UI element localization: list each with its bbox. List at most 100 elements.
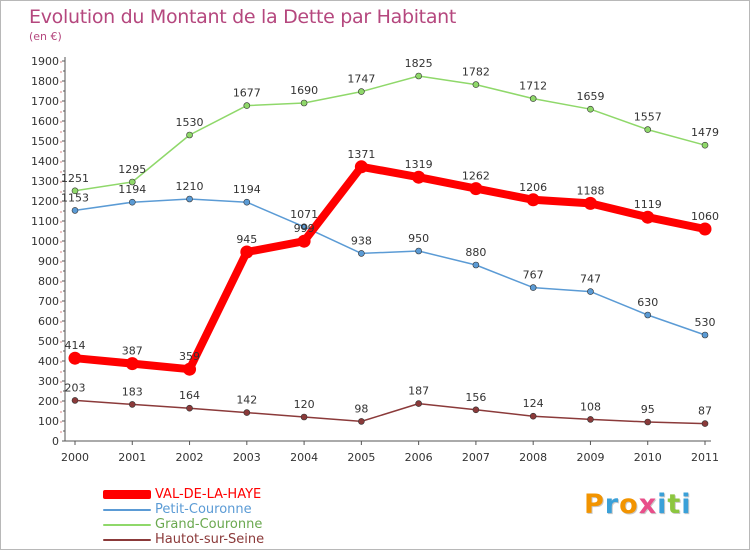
data-point-val-de-la-haye: [125, 357, 139, 371]
y-tick-label: 1900: [31, 55, 59, 68]
proxiti-logo: Proxiti: [584, 489, 692, 520]
x-tick-label: 2011: [691, 451, 719, 464]
data-label-petit-couronne: 630: [637, 296, 658, 309]
data-point-grand-couronne: [587, 105, 594, 113]
data-point-hautot-sur-seine: [701, 420, 709, 427]
data-label-petit-couronne: 1210: [176, 180, 204, 193]
series-line-val-de-la-haye: [71, 162, 709, 374]
data-label-grand-couronne: 1825: [405, 57, 433, 70]
data-label-petit-couronne: 938: [351, 234, 372, 247]
data-point-val-de-la-haye: [354, 160, 368, 174]
x-tick-label: 2001: [118, 451, 146, 464]
data-label-grand-couronne: 1747: [347, 73, 375, 86]
legend-swatch: [103, 508, 151, 511]
data-label-val-de-la-haye: 1206: [519, 181, 547, 194]
data-label-hautot-sur-seine: 87: [698, 405, 712, 418]
chart-subtitle: (en €): [29, 30, 62, 43]
logo-letter: i: [681, 489, 692, 520]
legend-swatch: [103, 490, 151, 499]
data-label-petit-couronne: 1071: [290, 208, 318, 221]
y-tick-label: 1700: [31, 95, 59, 108]
data-label-val-de-la-haye: 1262: [462, 170, 490, 183]
data-label-val-de-la-haye: 1319: [405, 158, 433, 171]
data-point-petit-couronne: [186, 195, 193, 203]
data-point-petit-couronne: [128, 198, 136, 206]
legend-item-grand-couronne: Grand-Couronne: [103, 517, 264, 532]
data-point-grand-couronne: [300, 99, 308, 107]
data-label-petit-couronne: 950: [408, 232, 429, 245]
x-tick-label: 2008: [519, 451, 547, 464]
logo-letter: o: [619, 489, 639, 520]
data-label-val-de-la-haye: 1060: [691, 210, 719, 223]
legend-item-hautot-sur-seine: Hautot-sur-Seine: [103, 532, 264, 547]
data-point-grand-couronne: [128, 178, 136, 186]
data-label-petit-couronne: 880: [465, 246, 486, 259]
data-point-val-de-la-haye: [526, 193, 540, 207]
y-tick-label: 1600: [31, 115, 59, 128]
data-point-grand-couronne: [243, 102, 251, 109]
data-label-hautot-sur-seine: 95: [641, 403, 655, 416]
data-label-grand-couronne: 1295: [118, 163, 146, 176]
data-label-grand-couronne: 1557: [634, 111, 662, 124]
data-point-petit-couronne: [300, 223, 308, 231]
data-point-grand-couronne: [472, 81, 480, 88]
logo-letter: P: [584, 489, 605, 520]
data-point-petit-couronne: [243, 198, 251, 206]
data-label-petit-couronne: 747: [580, 273, 601, 286]
data-point-petit-couronne: [529, 284, 537, 291]
y-tick-label: 600: [38, 315, 59, 328]
data-label-grand-couronne: 1782: [462, 66, 490, 79]
y-tick-label: 300: [38, 375, 59, 388]
x-tick-label: 2002: [176, 451, 204, 464]
data-label-hautot-sur-seine: 142: [236, 394, 257, 407]
y-tick-label: 1400: [31, 155, 59, 168]
data-label-val-de-la-haye: 387: [122, 345, 143, 358]
data-point-petit-couronne: [415, 247, 422, 255]
legend-label: Grand-Couronne: [155, 517, 263, 532]
y-tick-label: 0: [52, 435, 59, 448]
data-label-hautot-sur-seine: 156: [465, 391, 486, 404]
data-label-hautot-sur-seine: 164: [179, 389, 200, 402]
logo-letter: x: [638, 489, 658, 520]
y-tick-label: 1800: [31, 75, 59, 88]
data-label-val-de-la-haye: 359: [179, 350, 200, 363]
y-tick-label: 1500: [31, 135, 59, 148]
data-point-grand-couronne: [644, 126, 652, 133]
data-point-hautot-sur-seine: [644, 418, 652, 426]
data-point-petit-couronne: [358, 250, 365, 257]
y-tick-label: 800: [38, 275, 59, 288]
data-point-hautot-sur-seine: [300, 413, 308, 421]
data-point-hautot-sur-seine: [587, 416, 594, 423]
x-tick-label: 2007: [462, 451, 490, 464]
data-point-val-de-la-haye: [469, 182, 483, 196]
data-label-petit-couronne: 767: [523, 269, 544, 282]
data-point-grand-couronne: [358, 88, 365, 95]
data-point-val-de-la-haye: [183, 362, 197, 376]
series-line-hautot-sur-seine: [74, 399, 706, 425]
data-label-grand-couronne: 1251: [61, 172, 89, 185]
x-tick-label: 2009: [576, 451, 604, 464]
y-tick-label: 500: [38, 335, 59, 348]
legend-label: VAL-DE-LA-HAYE: [155, 487, 262, 502]
data-label-grand-couronne: 1712: [519, 80, 547, 93]
logo-letter: t: [667, 489, 682, 520]
data-label-petit-couronne: 530: [695, 316, 716, 329]
y-tick-label: 1100: [31, 215, 59, 228]
data-label-val-de-la-haye: 945: [236, 233, 257, 246]
data-point-grand-couronne: [415, 72, 422, 80]
series-line-grand-couronne: [74, 75, 706, 192]
data-point-grand-couronne: [186, 131, 193, 139]
data-point-val-de-la-haye: [641, 210, 655, 224]
y-tick-label: 200: [38, 395, 59, 408]
data-point-val-de-la-haye: [698, 222, 712, 236]
legend-swatch: [103, 523, 151, 526]
data-point-hautot-sur-seine: [243, 409, 251, 416]
data-point-petit-couronne: [701, 331, 709, 339]
data-label-hautot-sur-seine: 183: [122, 385, 143, 398]
y-tick-label: 400: [38, 355, 59, 368]
data-label-hautot-sur-seine: 98: [354, 402, 368, 415]
data-label-grand-couronne: 1530: [176, 116, 204, 129]
data-point-petit-couronne: [71, 207, 79, 214]
data-point-hautot-sur-seine: [472, 406, 480, 414]
